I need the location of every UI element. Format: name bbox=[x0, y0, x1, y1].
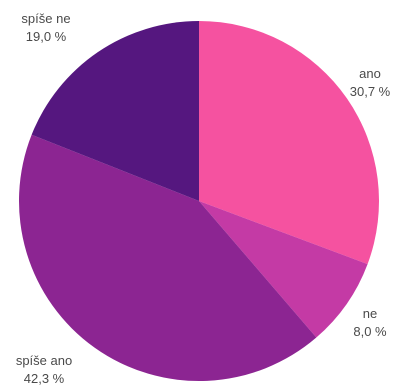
pie-slice-ano bbox=[199, 21, 380, 265]
labels-layer: ano 30,7 % ne 8,0 % spíše ano 42,3 % spíše ne 1… bbox=[16, 11, 391, 386]
slice-label: ano bbox=[359, 66, 381, 81]
slice-label: spíše ano bbox=[16, 353, 72, 368]
slice-value-label: 8,0 % bbox=[353, 324, 387, 339]
slice-value-label: 42,3 % bbox=[24, 371, 65, 386]
slice-label: ne bbox=[363, 306, 377, 321]
pie-slice-ne bbox=[199, 201, 368, 338]
slices-layer bbox=[18, 21, 380, 382]
slice-value-label: 19,0 % bbox=[26, 29, 67, 44]
pie-slice-spíše-ano bbox=[18, 134, 317, 382]
pie-slice-spíše-ne bbox=[31, 21, 199, 201]
slice-value-label: 30,7 % bbox=[350, 84, 391, 99]
slice-label: spíše ne bbox=[21, 11, 70, 26]
